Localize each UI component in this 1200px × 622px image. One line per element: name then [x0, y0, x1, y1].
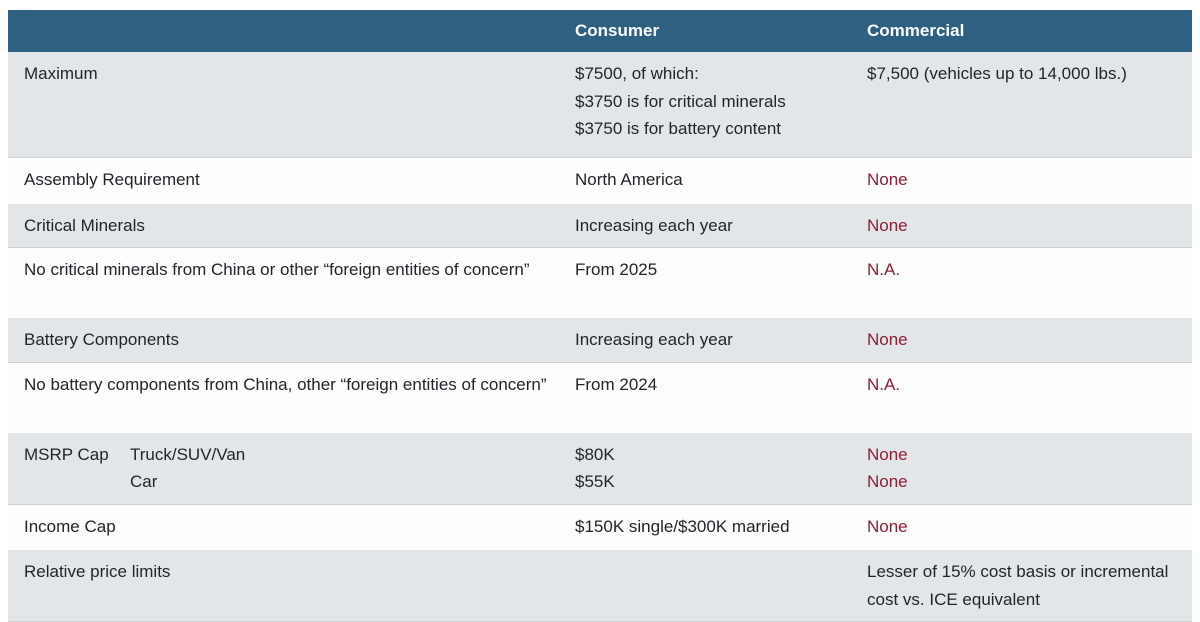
commercial-cell: N.A. [867, 363, 1192, 431]
table-row: Income Cap $150K single/$300K married No… [8, 504, 1192, 551]
header-cell-consumer: Consumer [575, 21, 660, 40]
commercial-cell: $7,500 (vehicles up to 14,000 lbs.) [867, 52, 1192, 157]
consumer-value-line: $3750 is for critical minerals [575, 91, 786, 111]
ev-tax-credit-comparison-table: Consumer Commercial Maximum $7500, of wh… [8, 10, 1192, 622]
row-label: Critical Minerals [24, 215, 145, 235]
row-label-cell: Critical Minerals [8, 204, 575, 248]
row-label-cell: No critical minerals from China or other… [8, 248, 575, 316]
table-row: Relative price limits Lesser of 15% cost… [8, 550, 1192, 622]
row-label-cell: No battery components from China, other … [8, 363, 575, 431]
row-label-cell: Battery Components [8, 318, 575, 362]
consumer-value-line: From 2024 [575, 374, 658, 394]
row-label-cell: Relative price limits [8, 550, 575, 621]
commercial-value-line: None [867, 472, 908, 492]
row-sublabel-line: Truck/SUV/Van [130, 444, 246, 464]
row-label: Assembly Requirement [24, 170, 200, 189]
commercial-cell: None None [867, 433, 1192, 504]
commercial-cell: Lesser of 15% cost basis or incremental … [867, 550, 1192, 621]
table-row: Battery Components Increasing each year … [8, 318, 1192, 363]
table-body: Maximum $7500, of which: $3750 is for cri… [8, 52, 1192, 622]
commercial-cell: N.A. [867, 248, 1192, 316]
commercial-cell: None [867, 204, 1192, 248]
consumer-cell: Increasing each year [575, 318, 867, 362]
consumer-cell: Increasing each year [575, 204, 867, 248]
table-row: MSRP Cap Truck/SUV/Van Car $80K $55K None N… [8, 432, 1192, 505]
consumer-cell: From 2025 [575, 248, 867, 316]
table-row: No critical minerals from China or other… [8, 248, 1192, 319]
table-row: Maximum $7500, of which: $3750 is for cri… [8, 52, 1192, 158]
consumer-value-line: $150K single/$300K married [575, 516, 790, 536]
table-row: Critical Minerals Increasing each year N… [8, 203, 1192, 249]
row-label: Maximum [24, 64, 98, 83]
table-row: No battery components from China, other … [8, 362, 1192, 433]
commercial-value-line: None [867, 444, 908, 464]
consumer-value-line: $7500, of which: [575, 64, 699, 83]
consumer-cell [575, 550, 867, 621]
consumer-value-line: $55K [575, 472, 615, 492]
row-label: MSRP Cap [24, 444, 109, 464]
row-label-cell: Income Cap [8, 505, 575, 549]
table-header-row: Consumer Commercial [8, 10, 1192, 52]
header-cell-blank [8, 25, 575, 37]
commercial-cell: None [867, 505, 1192, 549]
row-sublabels: Truck/SUV/Van Car [130, 441, 245, 496]
consumer-value-line: Increasing each year [575, 215, 733, 235]
commercial-cell: None [867, 318, 1192, 362]
commercial-value-line: None [867, 516, 908, 536]
commercial-value-line: None [867, 170, 908, 189]
commercial-value-line: $7,500 (vehicles up to 14,000 lbs.) [867, 64, 1127, 83]
consumer-cell: From 2024 [575, 363, 867, 431]
commercial-value-line: None [867, 215, 908, 235]
row-label: No critical minerals from China or other… [24, 260, 530, 280]
consumer-value-line: From 2025 [575, 260, 658, 280]
row-label-cell: Assembly Requirement [8, 158, 575, 202]
row-label: Relative price limits [24, 562, 171, 582]
commercial-cell: None [867, 158, 1192, 202]
row-label-cell: MSRP Cap Truck/SUV/Van Car [8, 433, 575, 504]
commercial-value-line: N.A. [867, 374, 901, 394]
commercial-value-line: None [867, 330, 908, 350]
row-label: No battery components from China, other … [24, 374, 547, 394]
row-label-cell: Maximum [8, 52, 575, 157]
row-sublabel-line: Car [130, 472, 158, 492]
row-label: Income Cap [24, 516, 116, 536]
consumer-cell: North America [575, 158, 867, 202]
consumer-value-line: Increasing each year [575, 330, 733, 350]
header-cell-commercial: Commercial [867, 21, 965, 40]
row-label: Battery Components [24, 330, 179, 350]
consumer-cell: $80K $55K [575, 433, 867, 504]
consumer-cell: $150K single/$300K married [575, 505, 867, 549]
consumer-cell: $7500, of which: $3750 is for critical mi… [575, 52, 867, 157]
commercial-value-line: Lesser of 15% cost basis or incremental … [867, 562, 1169, 609]
commercial-value-line: N.A. [867, 260, 901, 280]
consumer-value-line: $80K [575, 444, 615, 464]
consumer-value-line: North America [575, 170, 683, 189]
consumer-value-line: $3750 is for battery content [575, 119, 782, 139]
table-row: Assembly Requirement North America None [8, 158, 1192, 204]
